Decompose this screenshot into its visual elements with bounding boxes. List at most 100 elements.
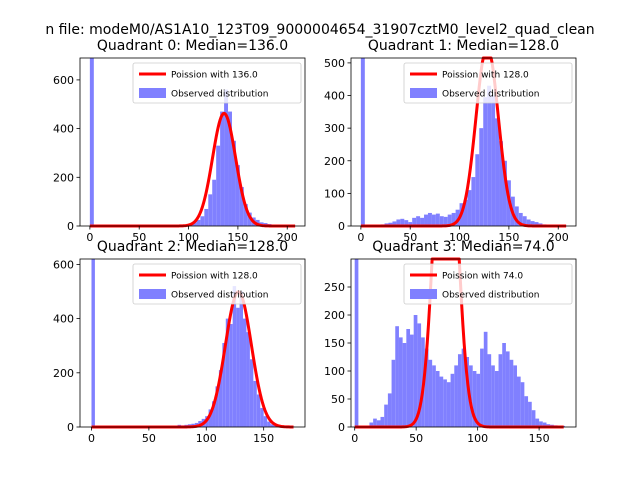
y-tick-label: 200 [324, 155, 345, 168]
hist-bar [461, 348, 466, 427]
x-tick-label: 100 [196, 432, 217, 445]
hist-bar [222, 343, 226, 427]
hist-bar [392, 221, 397, 226]
x-tick-label: 100 [467, 432, 488, 445]
x-tick-label: 50 [142, 432, 156, 445]
hist-bar [518, 212, 523, 226]
hist-bar [534, 222, 539, 226]
hist-bar [267, 421, 271, 427]
y-tick-label: 600 [53, 74, 74, 87]
hist-bar [505, 351, 510, 427]
panel-q0: 0 50 100 150 200 0 200 400 600 Quadrant 0: Median… [53, 38, 306, 244]
hist-bar [408, 222, 413, 226]
y-tick-label: 200 [324, 309, 345, 322]
y-tick-label: 0 [338, 220, 345, 233]
x-tick-label: 150 [498, 231, 519, 244]
y-tick-label: 50 [331, 393, 345, 406]
hist-bar [91, 259, 95, 427]
hist-bar [376, 420, 381, 427]
hist-bar [218, 370, 223, 427]
x-tick-label: 0 [88, 432, 95, 445]
x-tick-label: 50 [409, 432, 423, 445]
hist-bar [229, 324, 233, 427]
hist-bar [483, 331, 488, 427]
hist-bar [384, 404, 388, 427]
hist-bar [406, 329, 411, 427]
y-tick-label: 400 [53, 313, 74, 326]
legend-hist-label: Observed distribution [171, 90, 268, 100]
hist-bar [514, 206, 519, 226]
y-tick-label: 200 [53, 367, 74, 380]
legend-box [132, 263, 302, 305]
hist-bar [256, 394, 261, 427]
panel-title: Quadrant 1: Median=128.0 [368, 38, 559, 54]
y-tick-label: 500 [324, 57, 345, 70]
hist-bar [208, 409, 213, 427]
hist-bar [443, 379, 447, 427]
hist-bar [516, 376, 521, 427]
legend-box [132, 62, 302, 104]
hist-bar [243, 204, 248, 226]
legend-hist-swatch [139, 289, 166, 299]
hist-bar [417, 323, 422, 427]
hist-bar [192, 222, 197, 226]
hist-bar [354, 259, 359, 427]
legend-hist-label: Observed distribution [442, 90, 539, 100]
hist-bar [454, 365, 458, 427]
legend-fit-label: Poission with 74.0 [442, 272, 523, 282]
hist-bar [412, 217, 417, 226]
hist-bar [530, 221, 535, 226]
panel-q2: 0 50 100 150 0 200 400 600 Quadrant 2: Median=12… [53, 239, 306, 445]
y-tick-label: 200 [53, 171, 74, 184]
legend-hist-swatch [410, 88, 437, 98]
legend-fit-label: Poission with 136.0 [171, 71, 258, 81]
hist-bar [215, 386, 219, 427]
hist-bar [239, 291, 244, 427]
hist-bar [263, 416, 268, 427]
hist-bar [196, 219, 201, 226]
hist-bar [487, 354, 492, 427]
legend-hist-label: Observed distribution [171, 291, 268, 301]
suptitle: n file: modeM0/AS1A10_123T09_9000004654_… [45, 22, 594, 38]
y-tick-label: 250 [324, 281, 345, 294]
hist-bar [200, 216, 205, 226]
hist-bar [427, 212, 432, 226]
legend-hist-label: Observed distribution [442, 291, 539, 301]
hist-bar [499, 141, 503, 226]
hist-bar [410, 334, 414, 427]
hist-bar [450, 373, 455, 427]
hist-bar [524, 396, 529, 427]
hist-bar [467, 190, 472, 226]
hist-bar [391, 359, 396, 427]
x-tick-label: 150 [529, 432, 550, 445]
hist-bar [212, 179, 217, 226]
hist-bar [260, 408, 264, 427]
hist-bar [522, 216, 527, 226]
hist-bar [502, 160, 507, 226]
hist-bar [246, 332, 250, 427]
hist-bar [471, 177, 476, 226]
hist-bar [531, 410, 536, 427]
y-tick-label: 300 [324, 122, 345, 135]
x-tick-label: 50 [403, 231, 417, 244]
hist-bar [431, 214, 436, 226]
y-tick-label: 100 [324, 187, 345, 200]
hist-bar [520, 382, 525, 427]
x-tick-label: 200 [548, 231, 569, 244]
hist-bar [236, 307, 240, 427]
y-tick-label: 400 [324, 90, 345, 103]
axes-frame [79, 57, 306, 227]
x-tick-label: 0 [86, 231, 93, 244]
hist-bar [526, 219, 531, 226]
hist-bar [225, 318, 230, 427]
hist-bar [502, 343, 506, 427]
hist-bar [369, 422, 374, 427]
hist-bar [231, 140, 236, 226]
hist-bar [447, 214, 452, 226]
hist-bar [387, 393, 392, 427]
hist-bar [232, 286, 237, 427]
x-tick-label: 100 [178, 231, 199, 244]
hist-bar [439, 376, 444, 427]
hist-bar [455, 209, 460, 226]
